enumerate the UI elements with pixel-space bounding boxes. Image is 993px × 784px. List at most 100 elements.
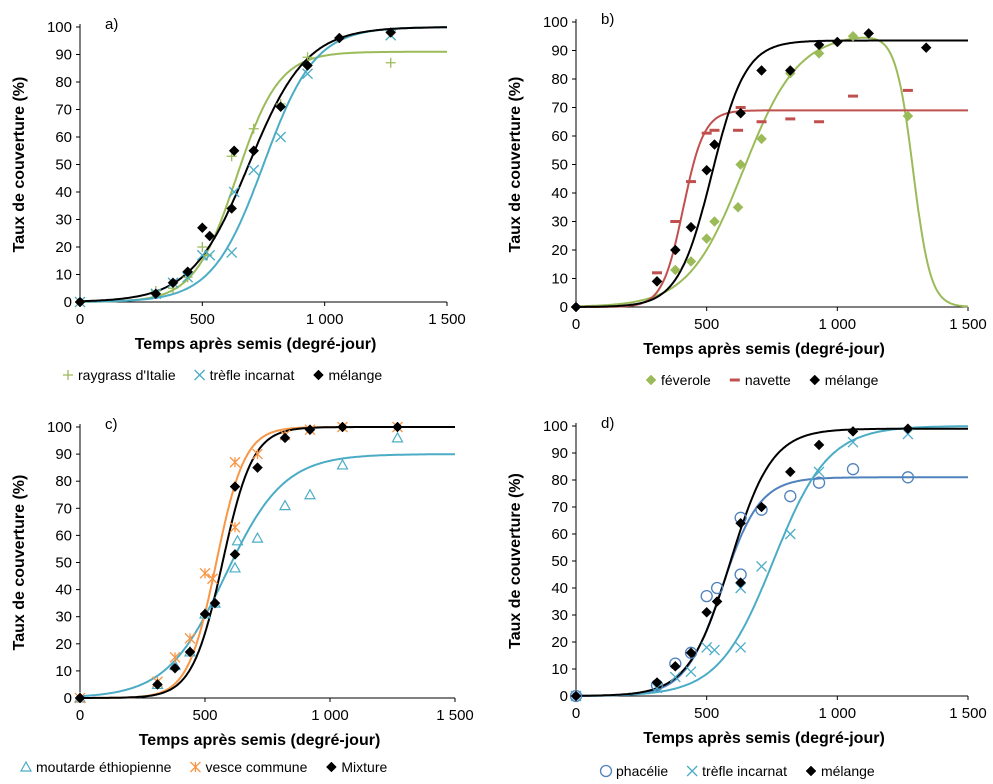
x-tick-label: 1 500 <box>949 705 987 722</box>
legend-marker <box>729 378 740 382</box>
legend-marker <box>805 765 817 777</box>
x-tick-label: 1 500 <box>949 316 987 333</box>
legend-item: Mixture <box>326 759 387 775</box>
legend-item: mélange <box>805 763 875 779</box>
x-tick-label: 0 <box>572 316 580 333</box>
data-point-moutarde-thiopienne <box>303 488 317 500</box>
data-point-m-lange <box>167 277 179 289</box>
data-point-m-lange <box>385 27 397 38</box>
data-point-tr-fle-incarnat <box>701 641 713 653</box>
data-point-m-lange <box>701 164 713 176</box>
data-point-navette <box>701 131 712 135</box>
y-axis-title: Taux de couverture (%) <box>507 77 524 253</box>
data-point-f-verole <box>709 216 720 227</box>
data-point-m-lange <box>651 677 663 688</box>
data-point-mixture <box>152 679 163 690</box>
y-tick-label: 30 <box>55 609 72 626</box>
data-point-tr-fle-incarnat <box>651 682 663 694</box>
data-point-phac-lie <box>684 646 698 659</box>
data-point-m-lange <box>831 36 843 48</box>
data-point-m-lange <box>204 230 216 242</box>
legend-label: mélange <box>825 372 879 388</box>
legend-marker <box>313 369 324 381</box>
data-point-tr-fle-incarnat <box>813 466 825 478</box>
x-tick-label: 0 <box>76 707 84 724</box>
data-point-f-verole <box>847 30 859 42</box>
fit-curve-f-verole <box>575 36 969 308</box>
data-point-m-lange <box>902 423 914 435</box>
data-point-f-verole <box>756 133 767 145</box>
data-point-tr-fle-incarnat <box>302 68 313 80</box>
y-tick-label: 20 <box>551 634 568 651</box>
data-point-f-verole <box>669 264 681 276</box>
data-point-mixture <box>209 597 221 609</box>
data-point-phac-lie <box>700 589 713 603</box>
data-point-raygrass-d-italie <box>197 242 208 252</box>
x-tick-label: 1 500 <box>436 707 474 724</box>
data-point-m-lange <box>813 439 825 451</box>
x-tick-label: 500 <box>192 707 217 724</box>
data-point-mixture <box>252 462 263 474</box>
panel-label: a) <box>105 16 118 33</box>
legend-marker <box>809 374 821 386</box>
data-point-m-lange <box>248 145 260 157</box>
data-point-tr-fle-incarnat <box>685 666 697 678</box>
y-tick-label: 50 <box>55 157 72 174</box>
legend-item: féverole <box>645 372 711 388</box>
x-tick-label: 500 <box>694 705 719 722</box>
legend-label: Mixture <box>341 759 387 775</box>
data-point-vesce-commune <box>207 573 218 585</box>
fit-curve-vesce-commune <box>80 426 455 699</box>
fit-curve-m-lange <box>576 39 968 308</box>
y-tick-label: 40 <box>55 184 72 201</box>
data-point-tr-fle-incarnat <box>226 247 238 258</box>
data-point-mixture <box>229 549 241 560</box>
legend-item: moutarde éthiopienne <box>19 759 172 775</box>
data-point-tr-fle-incarnat <box>228 186 240 198</box>
fit-curve-mixture <box>80 426 455 699</box>
x-axis-title: Temps après semis (degré-jour) <box>643 730 885 747</box>
legend-marker <box>686 765 698 777</box>
y-tick-label: 60 <box>55 527 72 544</box>
data-point-mixture <box>279 432 291 444</box>
legend-label: moutarde éthiopienne <box>36 759 172 775</box>
data-point-m-lange <box>275 101 286 113</box>
data-point-m-lange <box>711 596 723 607</box>
data-point-phac-lie <box>846 463 860 476</box>
fit-curve-raygrass-d-italie <box>80 50 447 303</box>
data-point-tr-fle-incarnat <box>902 428 914 440</box>
fit-curve-phac-lie <box>576 476 968 697</box>
y-tick-label: 80 <box>551 472 568 489</box>
fit-curve-moutarde-thiopienne <box>79 453 455 698</box>
data-point-m-lange <box>735 517 746 529</box>
legend-item: mélange <box>809 372 879 388</box>
data-point-f-verole <box>685 256 697 267</box>
x-tick-label: 1 000 <box>311 707 349 724</box>
y-tick-label: 70 <box>55 500 72 517</box>
data-point-navette <box>709 128 720 132</box>
y-tick-label: 30 <box>551 214 568 231</box>
y-tick-label: 10 <box>551 661 568 678</box>
data-point-m-lange <box>150 288 162 300</box>
y-tick-label: 100 <box>47 19 72 36</box>
y-tick-label: 30 <box>55 212 72 229</box>
data-point-m-lange <box>302 60 313 71</box>
y-tick-label: 0 <box>64 294 72 311</box>
data-point-moutarde-thiopienne <box>278 499 292 511</box>
data-point-m-lange <box>685 647 697 659</box>
data-point-navette <box>685 180 696 184</box>
data-point-mixture <box>169 662 181 674</box>
data-point-m-lange <box>701 606 713 618</box>
data-point-m-lange <box>570 690 582 702</box>
data-point-mixture <box>304 424 316 436</box>
y-tick-label: 70 <box>55 102 72 119</box>
legend-marker <box>19 760 33 772</box>
x-tick-label: 0 <box>76 311 84 328</box>
y-tick-label: 70 <box>551 100 568 117</box>
fit-curve-m-lange <box>80 26 447 303</box>
data-point-moutarde-thiopienne <box>228 561 242 573</box>
x-tick-label: 500 <box>190 311 215 328</box>
